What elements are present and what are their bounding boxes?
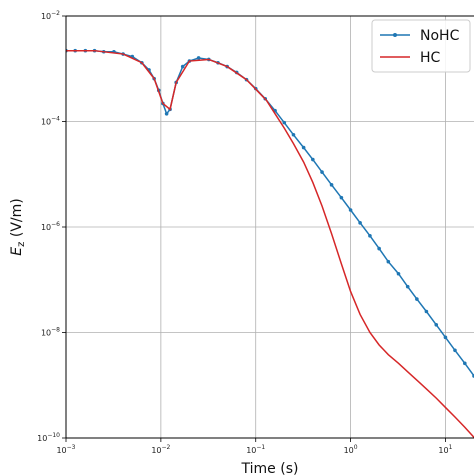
data-point-nohc: [358, 221, 362, 225]
data-point-nohc: [339, 195, 344, 200]
x-tick-label: 10−1: [246, 444, 265, 455]
x-axis-label: Time (s): [241, 461, 299, 476]
legend-marker-noHC: [393, 33, 397, 37]
data-point-nohc: [301, 145, 306, 150]
data-point-nohc: [434, 322, 439, 327]
data-point-nohc: [282, 120, 287, 125]
data-point-nohc: [320, 170, 324, 174]
data-point-nohc: [443, 335, 448, 340]
y-tick-label: 10−6: [41, 221, 60, 232]
legend-label-noHC: NoHC: [420, 28, 460, 44]
data-point-nohc: [368, 234, 372, 238]
y-tick-label: 10−10: [37, 432, 60, 443]
data-point-nohc: [424, 309, 429, 314]
grid: [66, 16, 474, 438]
y-tick-label: 10−2: [41, 10, 60, 21]
data-point-nohc: [291, 132, 296, 137]
data-point-nohc: [164, 111, 169, 116]
ticks: 10−3 10−2 10−1 100 101 10−10 10−8 10−6 10−4 10−2: [37, 10, 452, 455]
x-tick-label: 10−3: [56, 444, 75, 455]
legend-box: [371, 19, 471, 73]
series-layer: [66, 48, 474, 438]
x-tick-label: 100: [344, 444, 358, 455]
y-axis-label: Ez (V/m): [9, 198, 27, 255]
data-point-nohc: [180, 64, 185, 69]
x-tick-label: 101: [438, 444, 452, 455]
data-point-nohc: [348, 208, 353, 212]
data-point-nohc: [196, 56, 201, 60]
data-point-nohc: [386, 259, 391, 264]
data-point-nohc: [463, 361, 467, 366]
y-tick-label: 10−4: [41, 116, 60, 127]
x-tick-label: 10−2: [151, 444, 170, 455]
data-point-nohc: [405, 284, 410, 289]
legend-label-HC: HC: [420, 50, 441, 66]
data-point-nohc: [329, 183, 334, 187]
series-line-hc: [66, 49, 474, 438]
data-point-nohc: [396, 271, 401, 276]
data-point-nohc: [377, 246, 381, 251]
y-tick-label: 10−8: [41, 327, 60, 338]
legend: NoHC HC: [371, 19, 471, 73]
data-point-nohc: [311, 157, 315, 162]
data-point-nohc: [453, 348, 457, 353]
data-point-nohc: [415, 297, 419, 301]
